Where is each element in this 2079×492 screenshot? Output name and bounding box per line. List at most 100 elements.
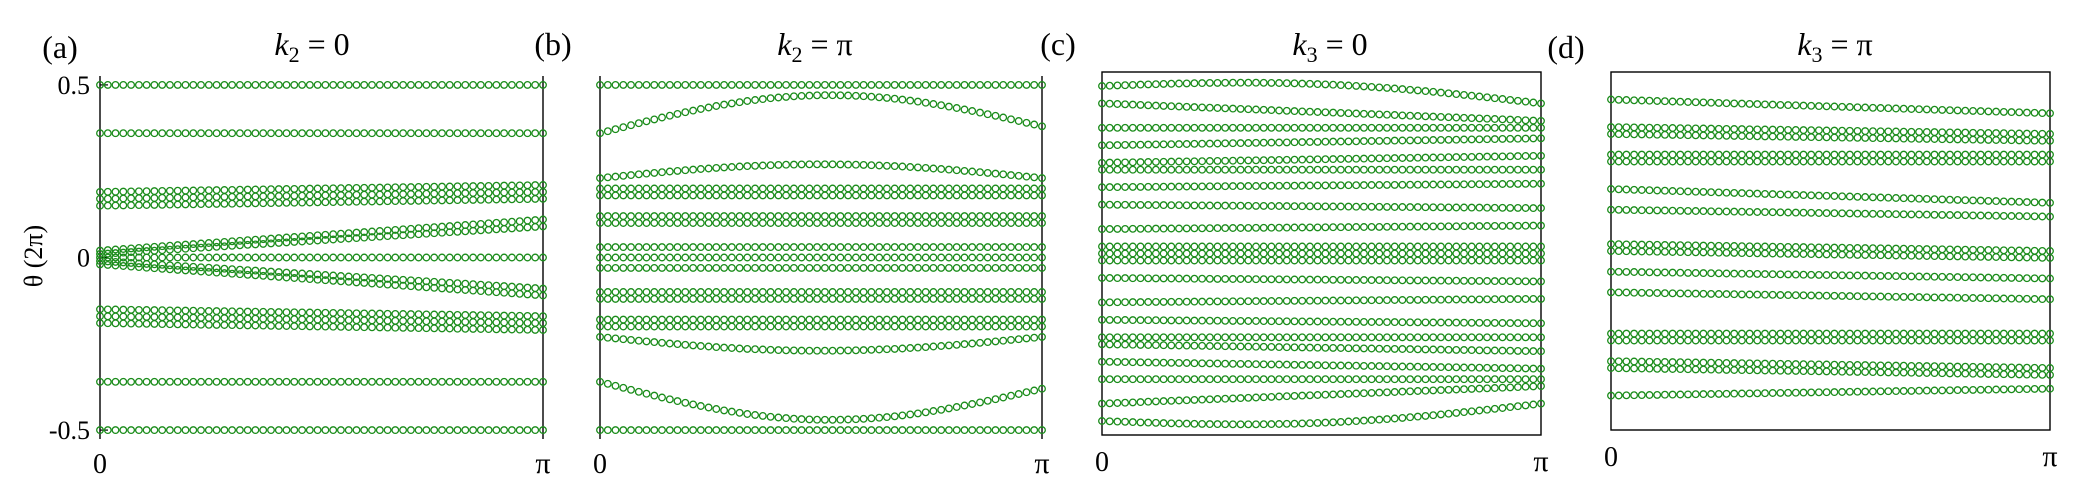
data-point xyxy=(1475,363,1484,372)
data-point xyxy=(658,113,666,122)
data-point xyxy=(1699,98,1708,107)
data-point xyxy=(1506,295,1515,304)
data-point xyxy=(1038,80,1046,89)
data-point xyxy=(1221,123,1230,132)
data-point xyxy=(1807,250,1816,259)
data-point xyxy=(1313,249,1322,258)
title-rest: = π xyxy=(1823,26,1873,62)
data-point xyxy=(282,377,291,386)
data-point xyxy=(1167,224,1176,233)
data-point xyxy=(642,80,651,89)
data-point xyxy=(119,312,128,321)
data-point xyxy=(712,322,721,331)
data-point xyxy=(500,325,509,334)
data-point xyxy=(103,249,112,258)
data-point xyxy=(2015,136,2024,145)
data-point xyxy=(1838,367,1847,376)
data-point xyxy=(689,294,698,303)
data-point xyxy=(929,315,938,324)
data-point xyxy=(603,294,612,303)
data-point xyxy=(142,129,151,138)
data-point xyxy=(913,191,922,200)
data-point xyxy=(290,269,299,278)
data-point xyxy=(1444,385,1453,394)
data-point xyxy=(1714,269,1723,278)
data-point xyxy=(1969,211,1977,220)
data-point xyxy=(96,319,104,328)
data-point xyxy=(1498,383,1507,392)
data-point xyxy=(1521,319,1530,328)
data-point xyxy=(422,129,431,138)
data-point xyxy=(492,311,501,320)
data-point xyxy=(1022,263,1031,272)
data-point xyxy=(1645,240,1654,249)
data-point xyxy=(836,91,845,100)
data-point xyxy=(774,288,783,296)
data-point xyxy=(134,194,143,203)
data-point xyxy=(1922,134,1931,143)
data-point xyxy=(1614,391,1623,400)
data-point xyxy=(650,322,659,331)
data-point xyxy=(515,377,524,386)
data-point xyxy=(797,243,806,252)
data-point xyxy=(507,129,516,138)
data-point xyxy=(1375,388,1384,397)
data-point xyxy=(983,184,992,193)
data-point xyxy=(813,315,822,324)
data-point xyxy=(1359,165,1368,174)
data-point xyxy=(836,346,845,355)
data-point xyxy=(1630,288,1639,297)
data-point xyxy=(658,294,666,303)
data-point xyxy=(445,182,454,191)
data-point xyxy=(1429,87,1438,96)
data-point xyxy=(399,253,408,262)
data-point xyxy=(658,322,666,331)
data-point xyxy=(1098,200,1106,209)
data-point xyxy=(1390,276,1399,285)
data-point xyxy=(251,253,260,262)
data-point xyxy=(1814,102,1823,111)
data-point xyxy=(1298,138,1307,147)
data-point xyxy=(1645,186,1654,195)
data-point xyxy=(976,191,984,200)
data-point xyxy=(1390,222,1399,231)
data-point xyxy=(1945,336,1954,345)
data-point xyxy=(1344,137,1353,146)
data-point xyxy=(1999,363,2008,372)
data-point xyxy=(2015,253,2024,262)
data-point xyxy=(235,314,244,323)
data-point xyxy=(1236,123,1245,132)
data-point xyxy=(1252,256,1260,265)
data-point xyxy=(1113,298,1122,307)
data-point xyxy=(1830,360,1839,369)
data-point xyxy=(681,288,690,296)
data-point xyxy=(1506,333,1515,342)
data-point xyxy=(743,344,752,353)
data-point xyxy=(1776,388,1785,397)
data-point xyxy=(1868,336,1877,345)
data-point xyxy=(898,212,907,221)
data-point xyxy=(805,315,814,324)
data-point xyxy=(399,129,408,138)
data-point xyxy=(1436,276,1445,285)
data-point xyxy=(844,253,853,262)
data-point xyxy=(1938,369,1947,378)
data-point xyxy=(212,186,221,195)
data-point xyxy=(313,275,322,284)
data-point xyxy=(681,212,690,221)
data-point xyxy=(321,322,330,331)
data-point xyxy=(1460,408,1468,417)
data-point xyxy=(1992,136,2001,144)
data-point xyxy=(251,266,260,275)
data-point xyxy=(991,253,1000,262)
data-point xyxy=(1105,242,1114,251)
data-point xyxy=(1113,256,1122,265)
data-point xyxy=(1305,107,1314,116)
data-point xyxy=(298,198,307,207)
data-point xyxy=(673,191,682,200)
data-point xyxy=(1313,165,1322,174)
data-point xyxy=(1853,209,1862,218)
data-point xyxy=(430,80,439,89)
data-point xyxy=(1467,165,1476,174)
data-point xyxy=(1151,165,1160,174)
